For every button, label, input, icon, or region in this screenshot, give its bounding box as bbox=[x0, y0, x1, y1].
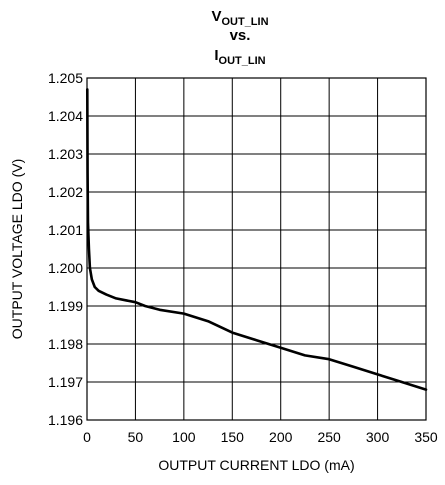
title-v-main: V bbox=[211, 8, 221, 25]
title-i-main: I bbox=[214, 47, 218, 64]
x-tick-label: 50 bbox=[128, 429, 144, 445]
chart-title-line2: vs. bbox=[230, 27, 251, 44]
y-tick-label: 1.197 bbox=[48, 374, 83, 390]
x-axis-label: OUTPUT CURRENT LDO (mA) bbox=[158, 457, 354, 473]
y-tick-label: 1.200 bbox=[48, 260, 83, 276]
chart-title-line1: VOUT_LIN bbox=[211, 8, 268, 28]
title-i-subscript: OUT_LIN bbox=[219, 55, 266, 67]
x-tick-label: 250 bbox=[317, 429, 341, 445]
y-tick-label: 1.201 bbox=[48, 222, 83, 238]
plot-area-frame bbox=[86, 77, 427, 421]
x-tick-label: 300 bbox=[366, 429, 390, 445]
y-tick-label: 1.205 bbox=[48, 70, 83, 86]
y-tick-label: 1.203 bbox=[48, 146, 83, 162]
x-tick-label: 100 bbox=[172, 429, 196, 445]
y-tick-label: 1.196 bbox=[48, 412, 83, 428]
x-tick-label: 200 bbox=[269, 429, 293, 445]
tick-labels: 0 50 100 150 200 250 300 350 1.196 1.197 1.198 1.19… bbox=[48, 70, 438, 445]
y-axis-label: OUTPUT VOLTAGE LDO (V) bbox=[9, 159, 25, 339]
y-tick-label: 1.202 bbox=[48, 184, 83, 200]
grid bbox=[87, 78, 426, 420]
chart-title-line3: IOUT_LIN bbox=[214, 47, 265, 67]
x-tick-label: 150 bbox=[221, 429, 245, 445]
y-tick-label: 1.204 bbox=[48, 108, 83, 124]
series-line-vout-vs-iout bbox=[85, 88, 428, 391]
x-tick-label: 350 bbox=[414, 429, 438, 445]
y-tick-label: 1.199 bbox=[48, 298, 83, 314]
y-tick-label: 1.198 bbox=[48, 336, 83, 352]
title-v-subscript: OUT_LIN bbox=[221, 16, 268, 28]
x-tick-label: 0 bbox=[83, 429, 91, 445]
